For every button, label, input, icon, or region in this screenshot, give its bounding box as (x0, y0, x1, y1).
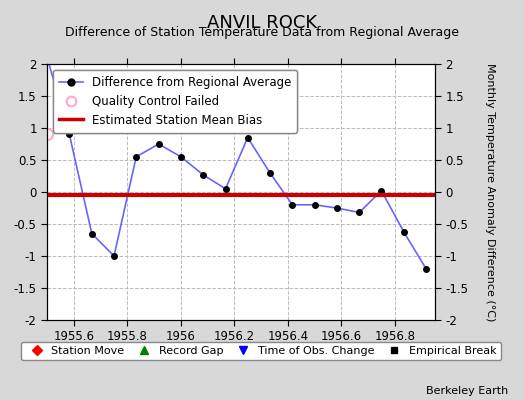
Text: Difference of Station Temperature Data from Regional Average: Difference of Station Temperature Data f… (65, 26, 459, 39)
Difference from Regional Average (178, 154, 184, 159)
Difference from Regional Average (200, 172, 206, 177)
Difference from Regional Average (222, 186, 228, 191)
Difference from Regional Average (267, 170, 273, 175)
Difference from Regional Average (356, 210, 363, 215)
Difference from Regional Average (289, 202, 296, 207)
Difference from Regional Average (89, 231, 95, 236)
Legend: Station Move, Record Gap, Time of Obs. Change, Empirical Break: Station Move, Record Gap, Time of Obs. C… (21, 342, 501, 360)
Difference from Regional Average (311, 202, 318, 207)
Difference from Regional Average (334, 206, 340, 210)
Line: Difference from Regional Average: Difference from Regional Average (45, 55, 429, 272)
Legend: Difference from Regional Average, Quality Control Failed, Estimated Station Mean: Difference from Regional Average, Qualit… (53, 70, 297, 132)
Text: ANVIL ROCK: ANVIL ROCK (207, 14, 317, 32)
Text: Berkeley Earth: Berkeley Earth (426, 386, 508, 396)
Difference from Regional Average (400, 229, 407, 234)
Difference from Regional Average (245, 135, 251, 140)
Difference from Regional Average (133, 154, 139, 159)
Difference from Regional Average (44, 55, 50, 60)
Difference from Regional Average (378, 188, 385, 193)
Difference from Regional Average (66, 132, 72, 137)
Difference from Regional Average (423, 266, 429, 271)
Difference from Regional Average (111, 254, 117, 258)
Difference from Regional Average (156, 142, 162, 146)
Y-axis label: Monthly Temperature Anomaly Difference (°C): Monthly Temperature Anomaly Difference (… (485, 63, 495, 321)
